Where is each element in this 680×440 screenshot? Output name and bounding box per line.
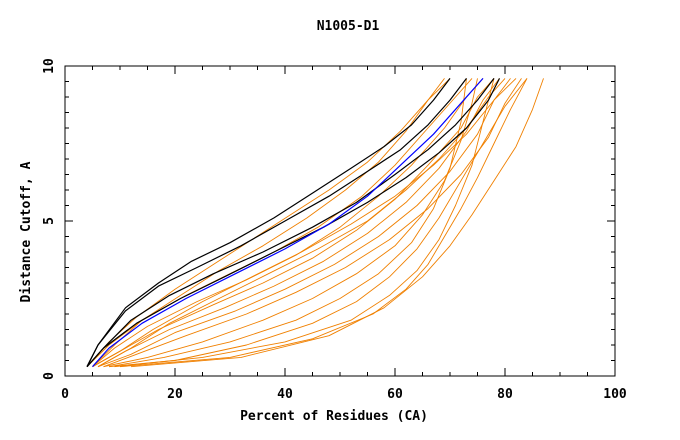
series-line-orange-8 [108, 78, 467, 368]
x-tick-label: 100 [603, 387, 627, 402]
x-tick-label: 40 [277, 387, 293, 402]
series-line-black-4 [86, 78, 501, 368]
series-line-orange-10 [114, 78, 495, 368]
series-line-orange-13 [92, 78, 445, 368]
series-line-orange-3 [92, 78, 495, 368]
y-tick-label: 0 [42, 372, 57, 380]
series-line-orange-9 [108, 78, 528, 368]
plot-frame [64, 65, 616, 377]
series-line-orange-7 [103, 78, 478, 368]
series-line-orange-4 [97, 78, 500, 368]
series-line-orange-16 [92, 78, 517, 368]
series-line-orange-1 [86, 78, 473, 368]
x-axis-label: Percent of Residues (CA) [240, 409, 428, 424]
series-line-black-3 [86, 78, 495, 368]
y-tick-label: 10 [42, 58, 57, 74]
series-line-black-1 [86, 78, 451, 367]
series-line-black-2 [86, 78, 467, 367]
chart-title: N1005-D1 [317, 19, 380, 34]
y-tick-label: 5 [42, 217, 57, 225]
series-line-orange-12 [130, 78, 544, 368]
series-line-orange-2 [92, 78, 484, 368]
x-tick-label: 60 [387, 387, 403, 402]
y-axis-label: Distance Cutoff, A [19, 161, 34, 302]
x-tick-label: 0 [61, 387, 69, 402]
x-tick-label: 20 [167, 387, 183, 402]
series-line-orange-14 [86, 78, 451, 367]
x-tick-label: 80 [497, 387, 513, 402]
series-line-orange-6 [103, 78, 522, 368]
series-line-blue-1 [92, 78, 484, 368]
series-line-orange-11 [119, 78, 528, 368]
series-line-orange-5 [97, 78, 511, 368]
series-layer [86, 78, 544, 368]
tick-layer: 0 20 40 60 80 100 0 5 10 [42, 58, 627, 402]
